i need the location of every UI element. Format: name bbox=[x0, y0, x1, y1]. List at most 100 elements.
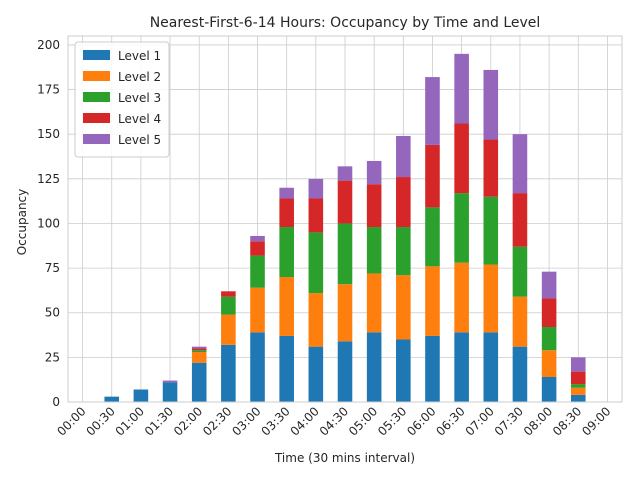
bar-segment bbox=[483, 196, 499, 265]
y-tick-label: 125 bbox=[37, 172, 60, 186]
bar-segment bbox=[541, 271, 557, 299]
bar-segment bbox=[541, 298, 557, 328]
legend-swatch bbox=[83, 113, 110, 123]
bar-segment bbox=[337, 341, 353, 402]
y-tick-label: 100 bbox=[37, 216, 60, 230]
bar-segment bbox=[541, 327, 557, 351]
bar-segment bbox=[337, 180, 353, 224]
bar-segment bbox=[483, 69, 499, 140]
bar-segment bbox=[279, 198, 294, 228]
bar-segment bbox=[366, 273, 382, 333]
bar-segment bbox=[570, 357, 586, 372]
bar-segment bbox=[425, 266, 440, 336]
plot-frame bbox=[67, 35, 623, 403]
bar-segment bbox=[250, 235, 265, 242]
bar-segment bbox=[191, 346, 207, 349]
bar-segment bbox=[308, 178, 324, 199]
bar-segment bbox=[308, 346, 324, 402]
bar-segment bbox=[221, 314, 236, 345]
bar-segment bbox=[425, 144, 440, 208]
bar-segment bbox=[279, 227, 294, 278]
y-tick-label: 75 bbox=[45, 261, 60, 275]
bar-segment bbox=[396, 227, 411, 276]
y-tick-label: 175 bbox=[37, 83, 60, 97]
bar-segment bbox=[191, 350, 207, 353]
bar-segment bbox=[483, 332, 499, 402]
y-tick-label: 50 bbox=[45, 306, 60, 320]
bar-segment bbox=[104, 396, 120, 402]
bar-segment bbox=[366, 184, 382, 228]
bar-segment bbox=[483, 264, 499, 333]
bar-segment bbox=[512, 134, 528, 194]
bar-segment bbox=[541, 377, 557, 402]
bar-segment bbox=[454, 262, 469, 333]
bar-segment bbox=[512, 193, 528, 247]
bar-segment bbox=[454, 53, 469, 124]
bar-segment bbox=[221, 344, 236, 402]
plot-border bbox=[67, 35, 623, 403]
bar-segment bbox=[337, 223, 353, 285]
bar-segment bbox=[191, 362, 207, 402]
bars bbox=[104, 53, 586, 402]
chart-title: Nearest-First-6-14 Hours: Occupancy by T… bbox=[150, 15, 541, 31]
bar-segment bbox=[250, 287, 265, 333]
bar-segment bbox=[308, 293, 324, 347]
bar-segment bbox=[541, 350, 557, 378]
bar-segment bbox=[279, 277, 294, 336]
bar-segment bbox=[337, 284, 353, 342]
bar-segment bbox=[454, 193, 469, 263]
bar-segment bbox=[279, 187, 294, 199]
bar-segment bbox=[425, 335, 440, 402]
bar-segment bbox=[308, 232, 324, 294]
bar-segment bbox=[570, 387, 586, 395]
bar-segment bbox=[512, 346, 528, 402]
bar-segment bbox=[133, 389, 149, 402]
bar-segment bbox=[570, 371, 586, 385]
bar-segment bbox=[570, 394, 586, 402]
legend: Level 1 Level 2 Level 3 Level 4 Level 5 bbox=[74, 41, 170, 158]
bar-segment bbox=[454, 123, 469, 194]
bar-segment bbox=[162, 382, 178, 402]
bar-segment bbox=[425, 77, 440, 145]
legend-box bbox=[74, 41, 170, 158]
legend-label: Level 5 bbox=[118, 133, 161, 147]
bar-segment bbox=[570, 384, 586, 388]
y-tick-label: 0 bbox=[52, 395, 60, 409]
bar-segment bbox=[191, 352, 207, 363]
bar-segment bbox=[454, 332, 469, 402]
bar-segment bbox=[396, 339, 411, 402]
y-axis-ticks: 0 25 50 75 100 125 150 175 200 bbox=[37, 38, 60, 409]
legend-swatch bbox=[83, 134, 110, 144]
bar-segment bbox=[512, 246, 528, 297]
bar-segment bbox=[191, 348, 207, 351]
legend-label: Level 1 bbox=[118, 49, 161, 63]
bar-segment bbox=[250, 332, 265, 402]
bar-segment bbox=[366, 227, 382, 274]
legend-label: Level 3 bbox=[118, 91, 161, 105]
bar-segment bbox=[396, 275, 411, 340]
x-axis-label: Time (30 mins interval) bbox=[274, 451, 415, 465]
legend-swatch bbox=[83, 71, 110, 81]
bar-segment bbox=[250, 241, 265, 256]
y-tick-label: 200 bbox=[37, 38, 60, 52]
bar-segment bbox=[162, 380, 178, 383]
y-tick-label: 150 bbox=[37, 127, 60, 141]
bar-segment bbox=[250, 255, 265, 288]
bar-segment bbox=[425, 207, 440, 267]
bar-segment bbox=[366, 160, 382, 185]
bar-segment bbox=[279, 335, 294, 402]
bar-segment bbox=[221, 291, 236, 297]
y-tick-label: 25 bbox=[45, 350, 60, 364]
bar-segment bbox=[337, 166, 353, 181]
bar-segment bbox=[366, 332, 382, 402]
legend-label: Level 4 bbox=[118, 112, 161, 126]
legend-swatch bbox=[83, 50, 110, 60]
bar-segment bbox=[308, 198, 324, 233]
legend-label: Level 2 bbox=[118, 70, 161, 84]
bar-segment bbox=[396, 177, 411, 228]
bar-segment bbox=[483, 139, 499, 197]
bar-segment bbox=[512, 296, 528, 347]
legend-swatch bbox=[83, 92, 110, 102]
y-axis-label: Occupancy bbox=[15, 189, 29, 256]
